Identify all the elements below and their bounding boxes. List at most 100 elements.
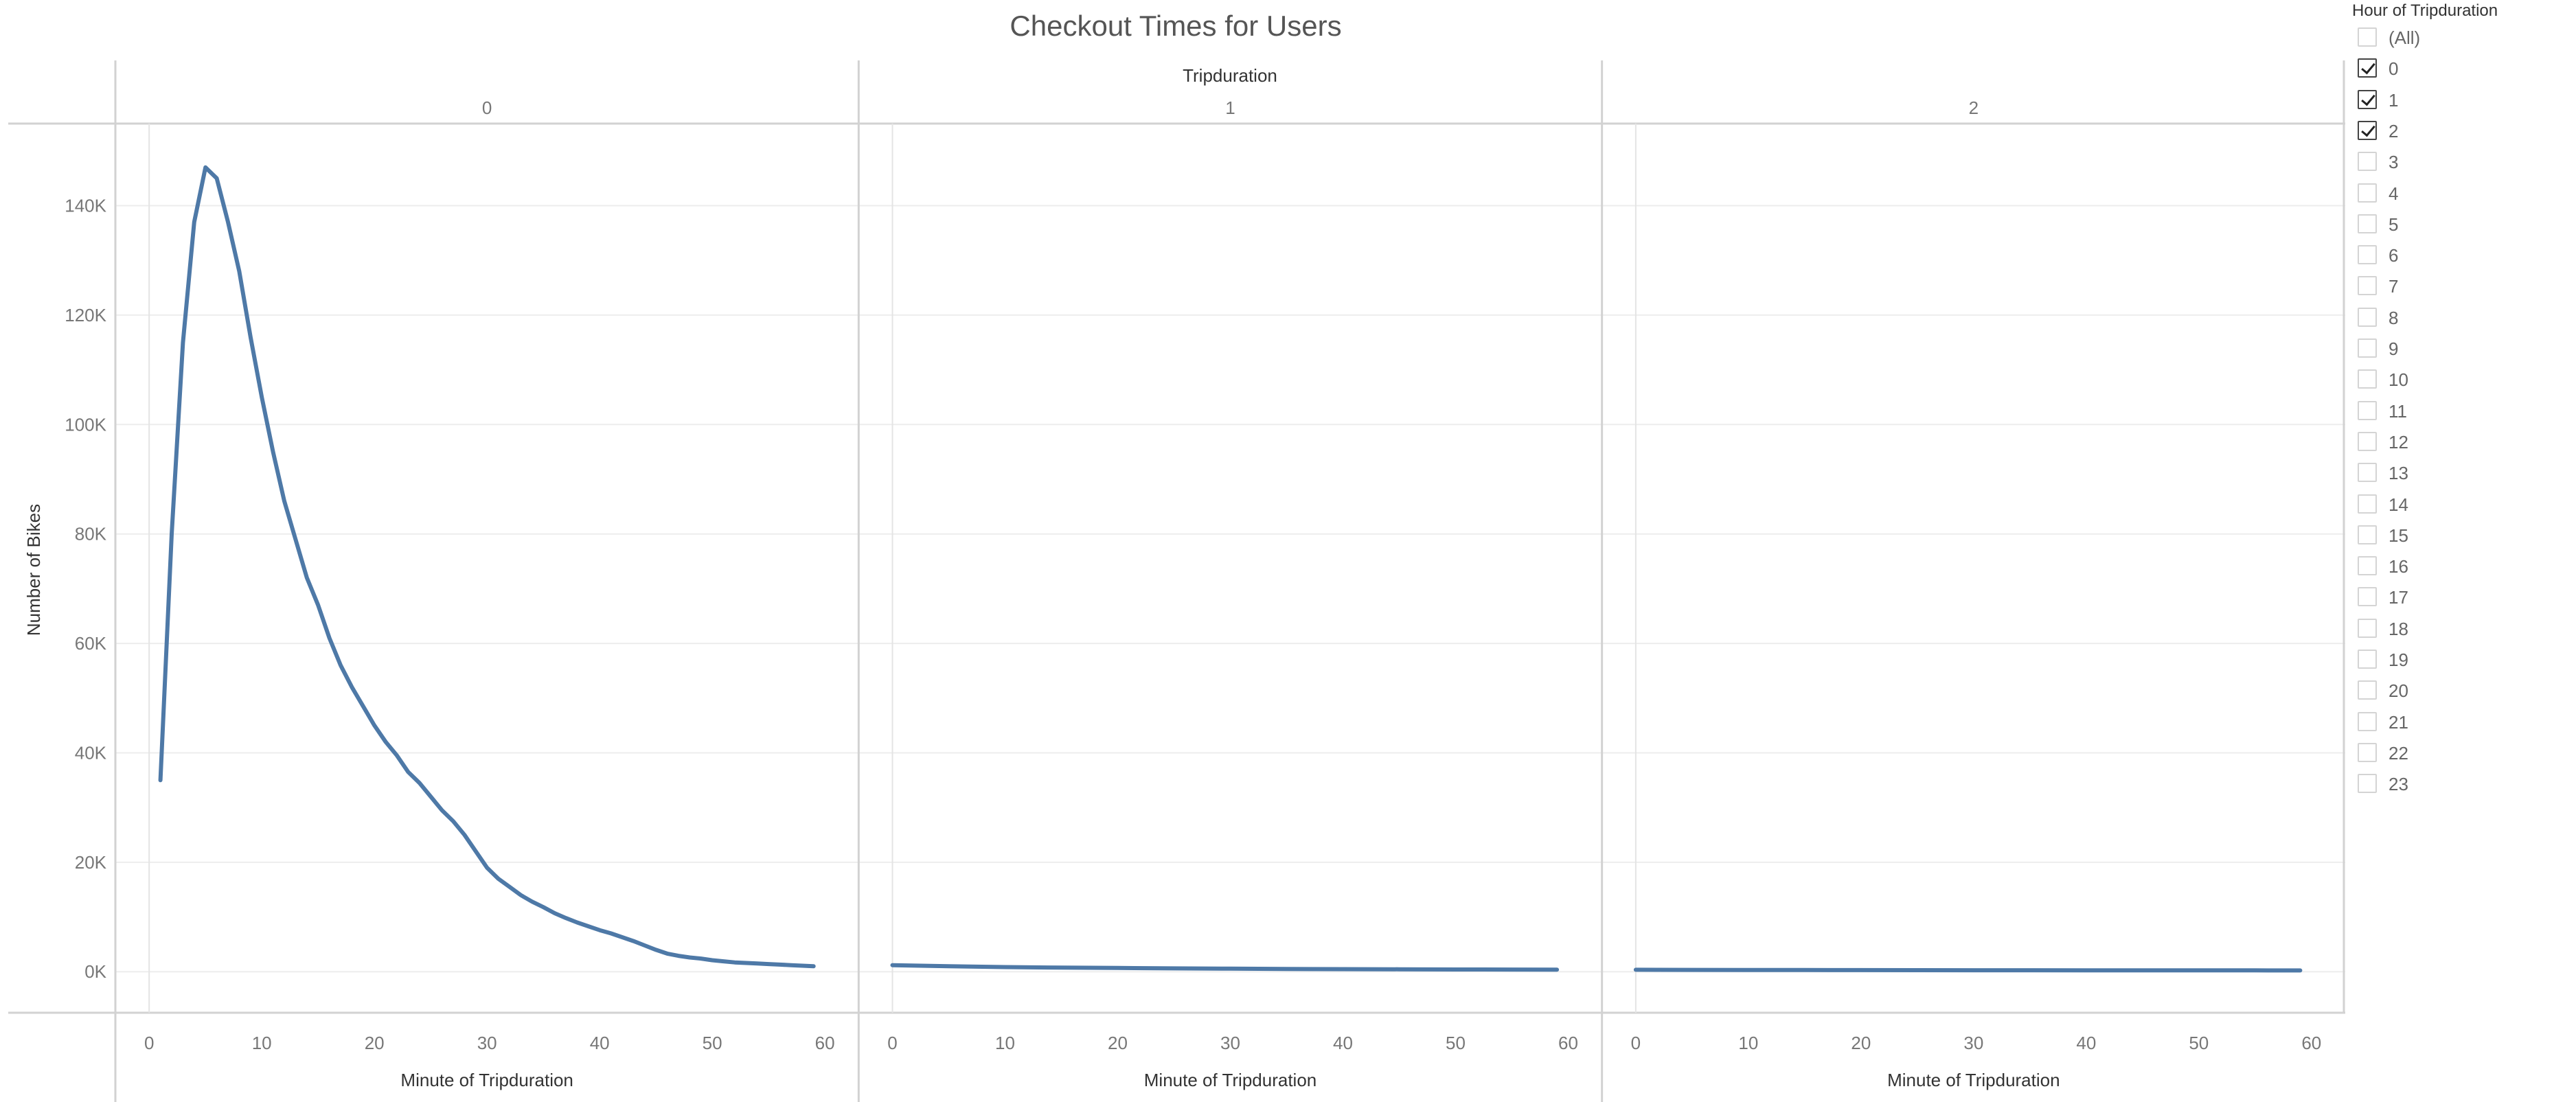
filter-item-label: 22 xyxy=(2389,742,2408,764)
checkbox[interactable] xyxy=(2358,618,2377,638)
checkbox[interactable] xyxy=(2358,650,2377,669)
filter-item-16[interactable]: 16 xyxy=(2358,553,2564,581)
filter-item-label: 17 xyxy=(2389,587,2408,608)
filter-item-5[interactable]: 5 xyxy=(2358,211,2564,239)
checkbox[interactable] xyxy=(2358,89,2377,109)
checkbox[interactable] xyxy=(2358,183,2377,203)
filter-item-label: 1 xyxy=(2389,89,2399,111)
x-axis-title: Minute of Tripduration xyxy=(400,1070,573,1090)
filter-item-21[interactable]: 21 xyxy=(2358,709,2564,737)
filter-item-1[interactable]: 1 xyxy=(2358,87,2564,115)
checkmark-icon xyxy=(2361,122,2375,137)
filter-title: Hour of Tripduration xyxy=(2352,1,2498,20)
filter-item-label: 15 xyxy=(2389,525,2408,546)
filter-item-18[interactable]: 18 xyxy=(2358,616,2564,643)
x-tick-label: 40 xyxy=(2076,1033,2096,1053)
filter-item-17[interactable]: 17 xyxy=(2358,584,2564,612)
checkbox[interactable] xyxy=(2358,525,2377,544)
x-tick-label: 20 xyxy=(1851,1033,1871,1053)
checkbox[interactable] xyxy=(2358,711,2377,731)
filter-item-10[interactable]: 10 xyxy=(2358,367,2564,394)
x-tick-label: 40 xyxy=(590,1033,610,1053)
filter-item-label: 12 xyxy=(2389,431,2408,452)
checkmark-icon xyxy=(2361,91,2375,106)
filter-item-22[interactable]: 22 xyxy=(2358,740,2564,768)
x-axis-title: Minute of Tripduration xyxy=(1887,1070,2060,1090)
x-tick-label: 50 xyxy=(703,1033,722,1053)
x-tick-label: 30 xyxy=(1220,1033,1240,1053)
checkbox[interactable] xyxy=(2358,338,2377,358)
filter-item-label: 14 xyxy=(2389,494,2408,515)
x-tick-label: 20 xyxy=(1108,1033,1128,1053)
y-tick-label: 100K xyxy=(65,414,106,435)
filter-item-13[interactable]: 13 xyxy=(2358,460,2564,487)
x-tick-label: 50 xyxy=(2189,1033,2209,1053)
checkbox[interactable] xyxy=(2358,431,2377,451)
checkbox[interactable] xyxy=(2358,152,2377,172)
filter-item-label: 20 xyxy=(2389,680,2408,702)
checkbox[interactable] xyxy=(2358,463,2377,483)
filter-item-label: (All) xyxy=(2389,27,2421,48)
filter-item-14[interactable]: 14 xyxy=(2358,492,2564,519)
filter-item-label: 5 xyxy=(2389,214,2399,235)
column-header-title: Tripduration xyxy=(1183,65,1277,86)
filter-item-4[interactable]: 4 xyxy=(2358,181,2564,208)
filter-item-6[interactable]: 6 xyxy=(2358,242,2564,270)
filter-item-all[interactable]: (All) xyxy=(2358,25,2564,52)
checkbox[interactable] xyxy=(2358,27,2377,47)
filter-item-label: 8 xyxy=(2389,307,2399,328)
series-line-panel-2 xyxy=(1633,967,2303,973)
filter-item-9[interactable]: 9 xyxy=(2358,336,2564,363)
x-tick-label: 40 xyxy=(1333,1033,1353,1053)
x-tick-label: 10 xyxy=(995,1033,1015,1053)
checkbox[interactable] xyxy=(2358,680,2377,700)
checkbox[interactable] xyxy=(2358,556,2377,576)
filter-item-label: 6 xyxy=(2389,245,2399,266)
filter-item-15[interactable]: 15 xyxy=(2358,523,2564,550)
checkbox[interactable] xyxy=(2358,214,2377,233)
panel-header-1: 1 xyxy=(1225,97,1235,118)
filter-item-label: 11 xyxy=(2389,400,2407,422)
filter-item-20[interactable]: 20 xyxy=(2358,678,2564,705)
x-tick-label: 0 xyxy=(1631,1033,1641,1053)
filter-item-label: 18 xyxy=(2389,618,2408,639)
checkbox[interactable] xyxy=(2358,369,2377,389)
series-line-panel-1 xyxy=(890,963,1560,972)
checkbox[interactable] xyxy=(2358,307,2377,327)
y-tick-label: 40K xyxy=(75,742,107,763)
x-tick-label: 60 xyxy=(2301,1033,2321,1053)
checkbox[interactable] xyxy=(2358,494,2377,514)
filter-item-label: 23 xyxy=(2389,774,2408,795)
x-tick-label: 60 xyxy=(815,1033,835,1053)
filter-item-label: 21 xyxy=(2389,711,2408,733)
filter-item-11[interactable]: 11 xyxy=(2358,398,2564,426)
filter-item-label: 4 xyxy=(2389,183,2399,204)
checkbox[interactable] xyxy=(2358,587,2377,607)
y-tick-label: 20K xyxy=(75,852,107,873)
checkbox[interactable] xyxy=(2358,400,2377,420)
y-tick-label: 140K xyxy=(65,196,106,216)
filter-item-23[interactable]: 23 xyxy=(2358,771,2564,799)
filter-item-8[interactable]: 8 xyxy=(2358,305,2564,332)
x-tick-label: 50 xyxy=(1446,1033,1466,1053)
x-tick-label: 0 xyxy=(144,1033,154,1053)
filter-item-0[interactable]: 0 xyxy=(2358,56,2564,83)
checkbox[interactable] xyxy=(2358,245,2377,265)
x-tick-label: 20 xyxy=(365,1033,385,1053)
checkbox[interactable] xyxy=(2358,276,2377,296)
filter-item-19[interactable]: 19 xyxy=(2358,647,2564,674)
checkbox[interactable] xyxy=(2358,58,2377,78)
y-tick-label: 120K xyxy=(65,305,106,325)
filter-item-7[interactable]: 7 xyxy=(2358,273,2564,301)
filter-item-3[interactable]: 3 xyxy=(2358,149,2564,176)
x-tick-label: 30 xyxy=(477,1033,497,1053)
y-tick-label: 60K xyxy=(75,633,107,654)
filter-item-label: 9 xyxy=(2389,338,2399,359)
filter-item-12[interactable]: 12 xyxy=(2358,429,2564,457)
x-tick-label: 60 xyxy=(1558,1033,1578,1053)
filter-item-2[interactable]: 2 xyxy=(2358,118,2564,146)
chart-title: Checkout Times for Users xyxy=(1010,10,1341,42)
checkbox[interactable] xyxy=(2358,742,2377,762)
checkbox[interactable] xyxy=(2358,774,2377,794)
checkbox[interactable] xyxy=(2358,120,2377,140)
